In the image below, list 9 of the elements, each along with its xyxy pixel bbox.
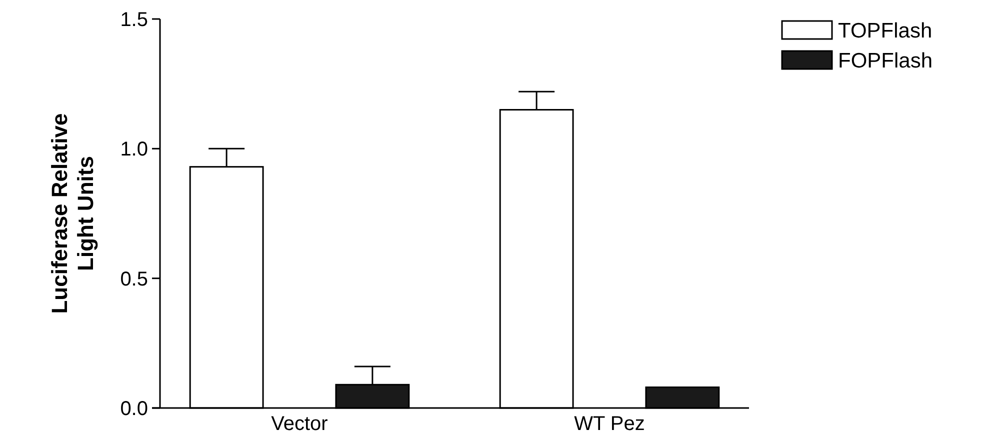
legend-label: FOPFlash xyxy=(838,49,933,72)
y-tick-label: 0.0 xyxy=(120,398,148,420)
legend-label: TOPFlash xyxy=(838,19,932,42)
x-tick-label: WT Pez xyxy=(574,413,645,435)
y-tick-label: 1.5 xyxy=(120,9,148,31)
y-tick-label: 1.0 xyxy=(120,138,148,161)
x-tick-label: Vector xyxy=(271,413,328,435)
y-tick-label: 0.5 xyxy=(120,268,148,290)
y-axis-title: Luciferase Relative Light Units xyxy=(46,113,98,314)
